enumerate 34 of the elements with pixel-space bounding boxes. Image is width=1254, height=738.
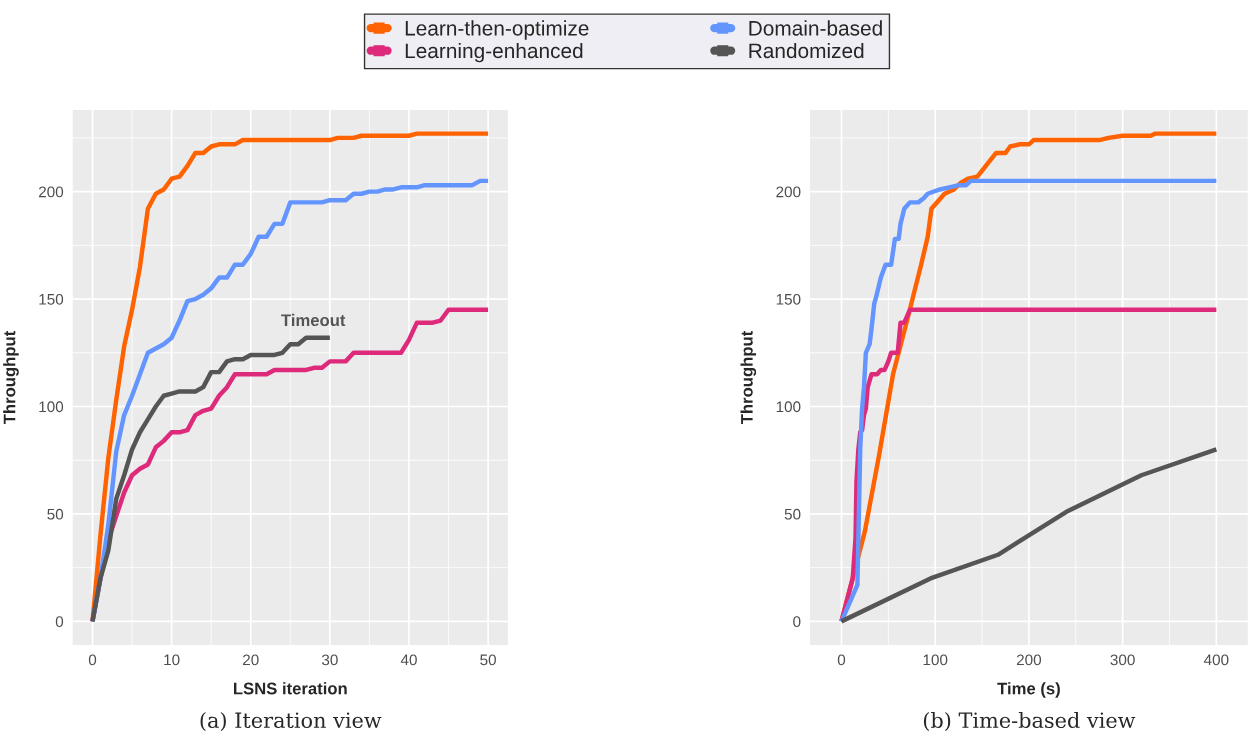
annotation: Timeout: [281, 313, 346, 327]
y-tick-label: 200: [776, 186, 801, 198]
x-axis-title: Time (s): [997, 682, 1060, 698]
x-tick-label: 30: [321, 654, 338, 666]
y-tick-label: 100: [776, 401, 801, 413]
line-series: [90, 335, 333, 624]
text: (b) Time-based view: [923, 711, 1136, 732]
y-tick-label: 0: [793, 616, 801, 628]
y-tick-label: 50: [47, 508, 64, 520]
x-tick-label: 0: [837, 654, 846, 666]
x-tick-label: 0: [88, 654, 97, 666]
x-tick-label: 10: [164, 654, 180, 666]
line-series: [839, 447, 1219, 624]
y-tick-label: 150: [776, 293, 801, 305]
x-axis-title: LSNS iteration: [234, 682, 347, 695]
y-axis-title: Throughput: [740, 330, 757, 425]
legend-label: Learn-then-optimize: [405, 20, 589, 40]
y-axis-title: Throughput: [3, 330, 19, 425]
text: (a) Iteration view: [200, 711, 382, 732]
y-tick-label: 0: [55, 616, 64, 628]
x-tick-label: 300: [1110, 654, 1135, 666]
x-tick-label: 100: [923, 654, 948, 666]
x-tick-label: 50: [480, 654, 496, 666]
y-tick-label: 100: [39, 401, 64, 413]
legend-label: Randomized: [749, 42, 864, 59]
legend-label: Learning-enhanced: [405, 42, 583, 63]
y-tick-label: 50: [784, 508, 801, 520]
x-tick-label: 400: [1203, 654, 1229, 666]
y-tick-label: 150: [39, 293, 64, 305]
x-tick-label: 20: [243, 654, 259, 666]
x-tick-label: 40: [400, 654, 417, 666]
y-tick-label: 200: [38, 186, 64, 198]
x-tick-label: 200: [1016, 654, 1042, 666]
legend-label: Domain-based: [749, 20, 882, 36]
